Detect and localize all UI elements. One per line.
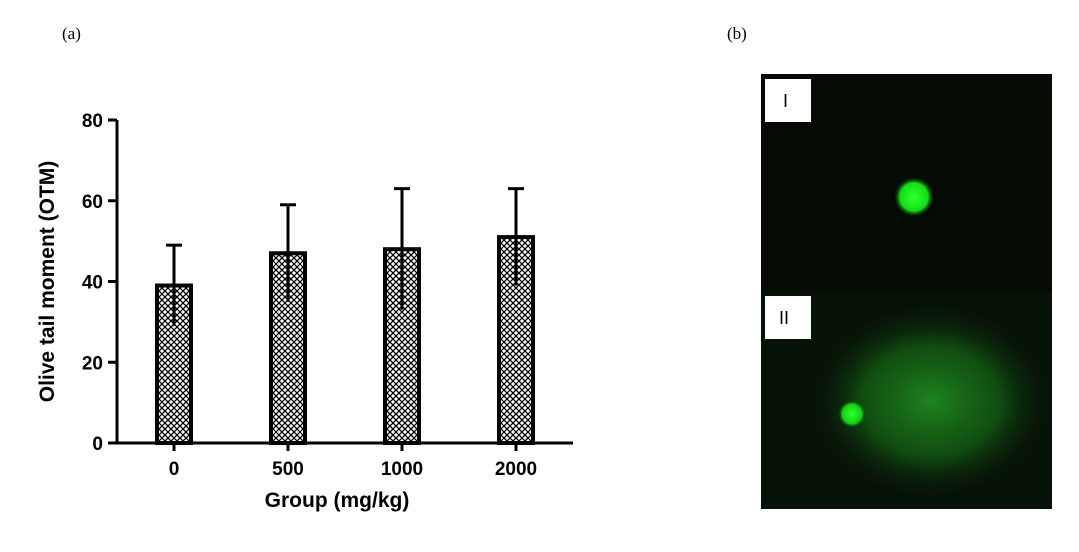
x-tick-label: 0 [169,459,180,480]
y-tick-label: 40 [82,273,103,294]
y-tick-label: 0 [92,434,103,455]
micrograph-label-1: I [765,79,811,122]
comet-head-image [894,177,934,217]
y-tick-label: 20 [82,353,103,374]
panel-a-label: (a) [62,24,81,43]
x-tick-label: 500 [272,459,304,480]
panel-b-label: (b) [727,24,747,43]
x-axis-title: Group (mg/kg) [265,489,410,512]
micrograph-label-2: II [765,296,811,339]
x-tick-label: 2000 [495,459,537,480]
x-tick-label: 1000 [381,459,423,480]
micrograph-panel-2: II [761,291,1052,509]
y-tick-label: 60 [82,192,103,213]
comet-tail-image [806,301,1052,501]
y-tick-label: 80 [82,111,103,132]
bar-chart: 0 20 40 60 80 0 500 1000 2000 Group (mg/kg) Olive … [36,111,573,512]
y-axis-title: Olive tail moment (OTM) [36,161,59,403]
micrograph-panel-1: I [761,74,1052,291]
